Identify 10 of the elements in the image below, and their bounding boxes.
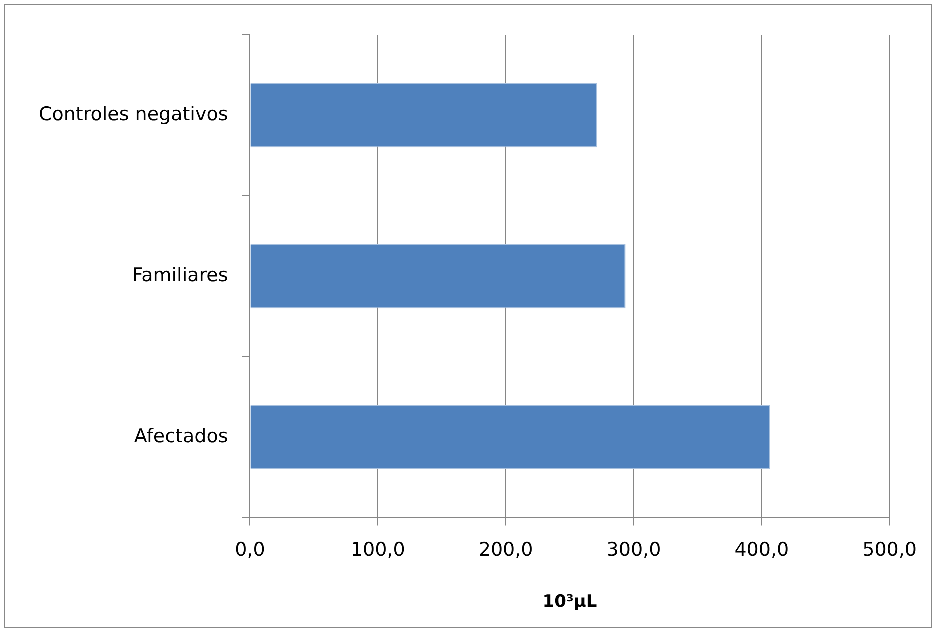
x-tick-label: 200,0 [478,539,534,562]
y-tick-label: Familiares [132,264,228,286]
x-tick-label: 400,0 [734,539,790,562]
x-tick-label: 0,0 [235,539,266,562]
y-tick-label: Controles negativos [38,103,228,126]
x-tick-label: 500,0 [862,539,918,562]
y-tick-label: Afectados [134,425,228,448]
x-tick-label: 300,0 [606,539,662,562]
x-tick-label: 100,0 [350,539,406,562]
x-axis-title: 10³µL [542,592,598,612]
